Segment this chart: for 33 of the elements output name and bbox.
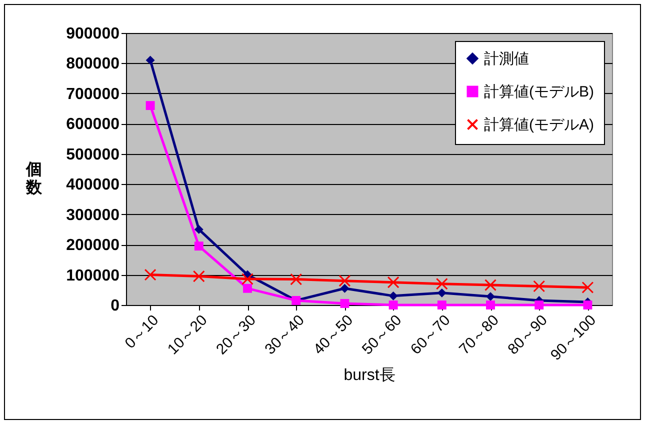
point	[338, 274, 351, 287]
x-tick-label: 70～80	[456, 312, 502, 358]
point	[533, 280, 546, 292]
x-tick-label: 0～10	[122, 312, 162, 352]
point	[242, 273, 254, 286]
legend-label: 計測値	[484, 50, 529, 68]
point	[436, 278, 448, 290]
y-tick-label: 800000	[66, 56, 120, 73]
x-tick-label: 30～40	[262, 312, 308, 358]
y-axis-title: 個数	[25, 160, 44, 196]
y-tick-label: 100000	[66, 267, 120, 284]
x-tick-label: 10～20	[164, 312, 211, 358]
y-tick-label: 400000	[66, 176, 120, 194]
x-tick-label: 40～50	[310, 312, 357, 358]
y-tick-label: 200000	[66, 237, 120, 254]
y-tick-label: 300000	[66, 206, 120, 224]
x-tick-label: 60～70	[407, 312, 454, 358]
legend-label: 計算値(モデルA)	[484, 116, 594, 134]
point	[290, 273, 302, 286]
y-tick-label: 700000	[66, 86, 120, 103]
point	[484, 279, 496, 292]
y-tick-label: 0	[110, 298, 120, 314]
point	[582, 281, 594, 294]
point	[192, 270, 205, 282]
point	[387, 276, 400, 288]
point	[144, 268, 156, 281]
y-tick-label: 900000	[66, 26, 120, 42]
x-tick-label: 50～60	[358, 312, 406, 358]
y-tick-label: 500000	[66, 146, 120, 164]
x-axis-title: burst長	[344, 367, 396, 384]
x-tick-label: 20～30	[213, 312, 260, 358]
y-tick-label: 600000	[66, 116, 120, 134]
legend-label: 計算値(モデルB)	[484, 84, 594, 100]
